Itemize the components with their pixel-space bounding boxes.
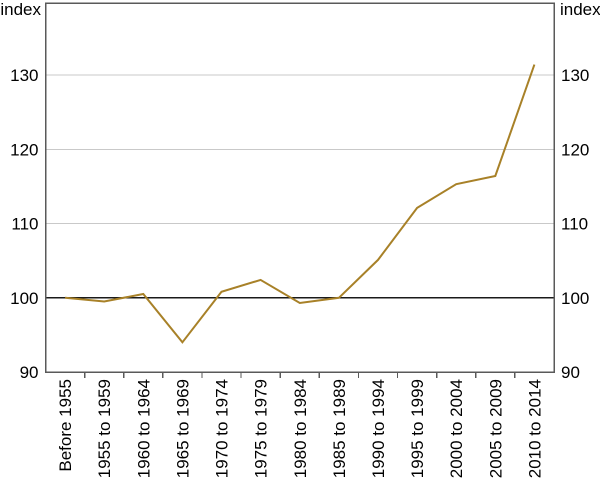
y-tick-label-right: 120 [561, 140, 589, 159]
x-tick-label: 1995 to 1999 [408, 379, 427, 478]
x-tick-label: 2010 to 2014 [525, 379, 544, 478]
y-tick-label-right: 130 [561, 66, 589, 85]
x-tick-label: 1975 to 1979 [252, 379, 271, 478]
y-tick-label-left: 90 [20, 363, 39, 382]
x-tick-label: 1960 to 1964 [134, 379, 153, 478]
x-tick-label: 1990 to 1994 [369, 379, 388, 478]
x-tick-label: 1965 to 1969 [173, 379, 192, 478]
y-tick-label-left: 130 [10, 66, 38, 85]
x-tick-label: 1985 to 1989 [330, 379, 349, 478]
y-tick-label-left: 110 [11, 215, 38, 234]
plot-frame [44, 2, 555, 373]
x-tick-label: 1970 to 1974 [213, 379, 232, 478]
x-tick-label: 1955 to 1959 [95, 379, 114, 478]
y-tick-label-right: 90 [561, 363, 580, 382]
y-tick-label-right: 100 [561, 289, 589, 308]
y-tick-label-left: 120 [10, 140, 38, 159]
y-axis-unit-label-left: index [0, 0, 41, 19]
y-tick-label-left: 100 [10, 289, 38, 308]
y-axis-unit-label-right: index [560, 0, 600, 19]
x-tick-label: 1980 to 1984 [291, 379, 310, 478]
x-tick-label: 2005 to 2009 [486, 379, 505, 478]
x-tick-label: 2000 to 2004 [447, 379, 466, 478]
data-line [65, 64, 536, 344]
y-tick-label-right: 110 [561, 215, 588, 234]
x-tick-label: Before 1955 [56, 379, 75, 472]
